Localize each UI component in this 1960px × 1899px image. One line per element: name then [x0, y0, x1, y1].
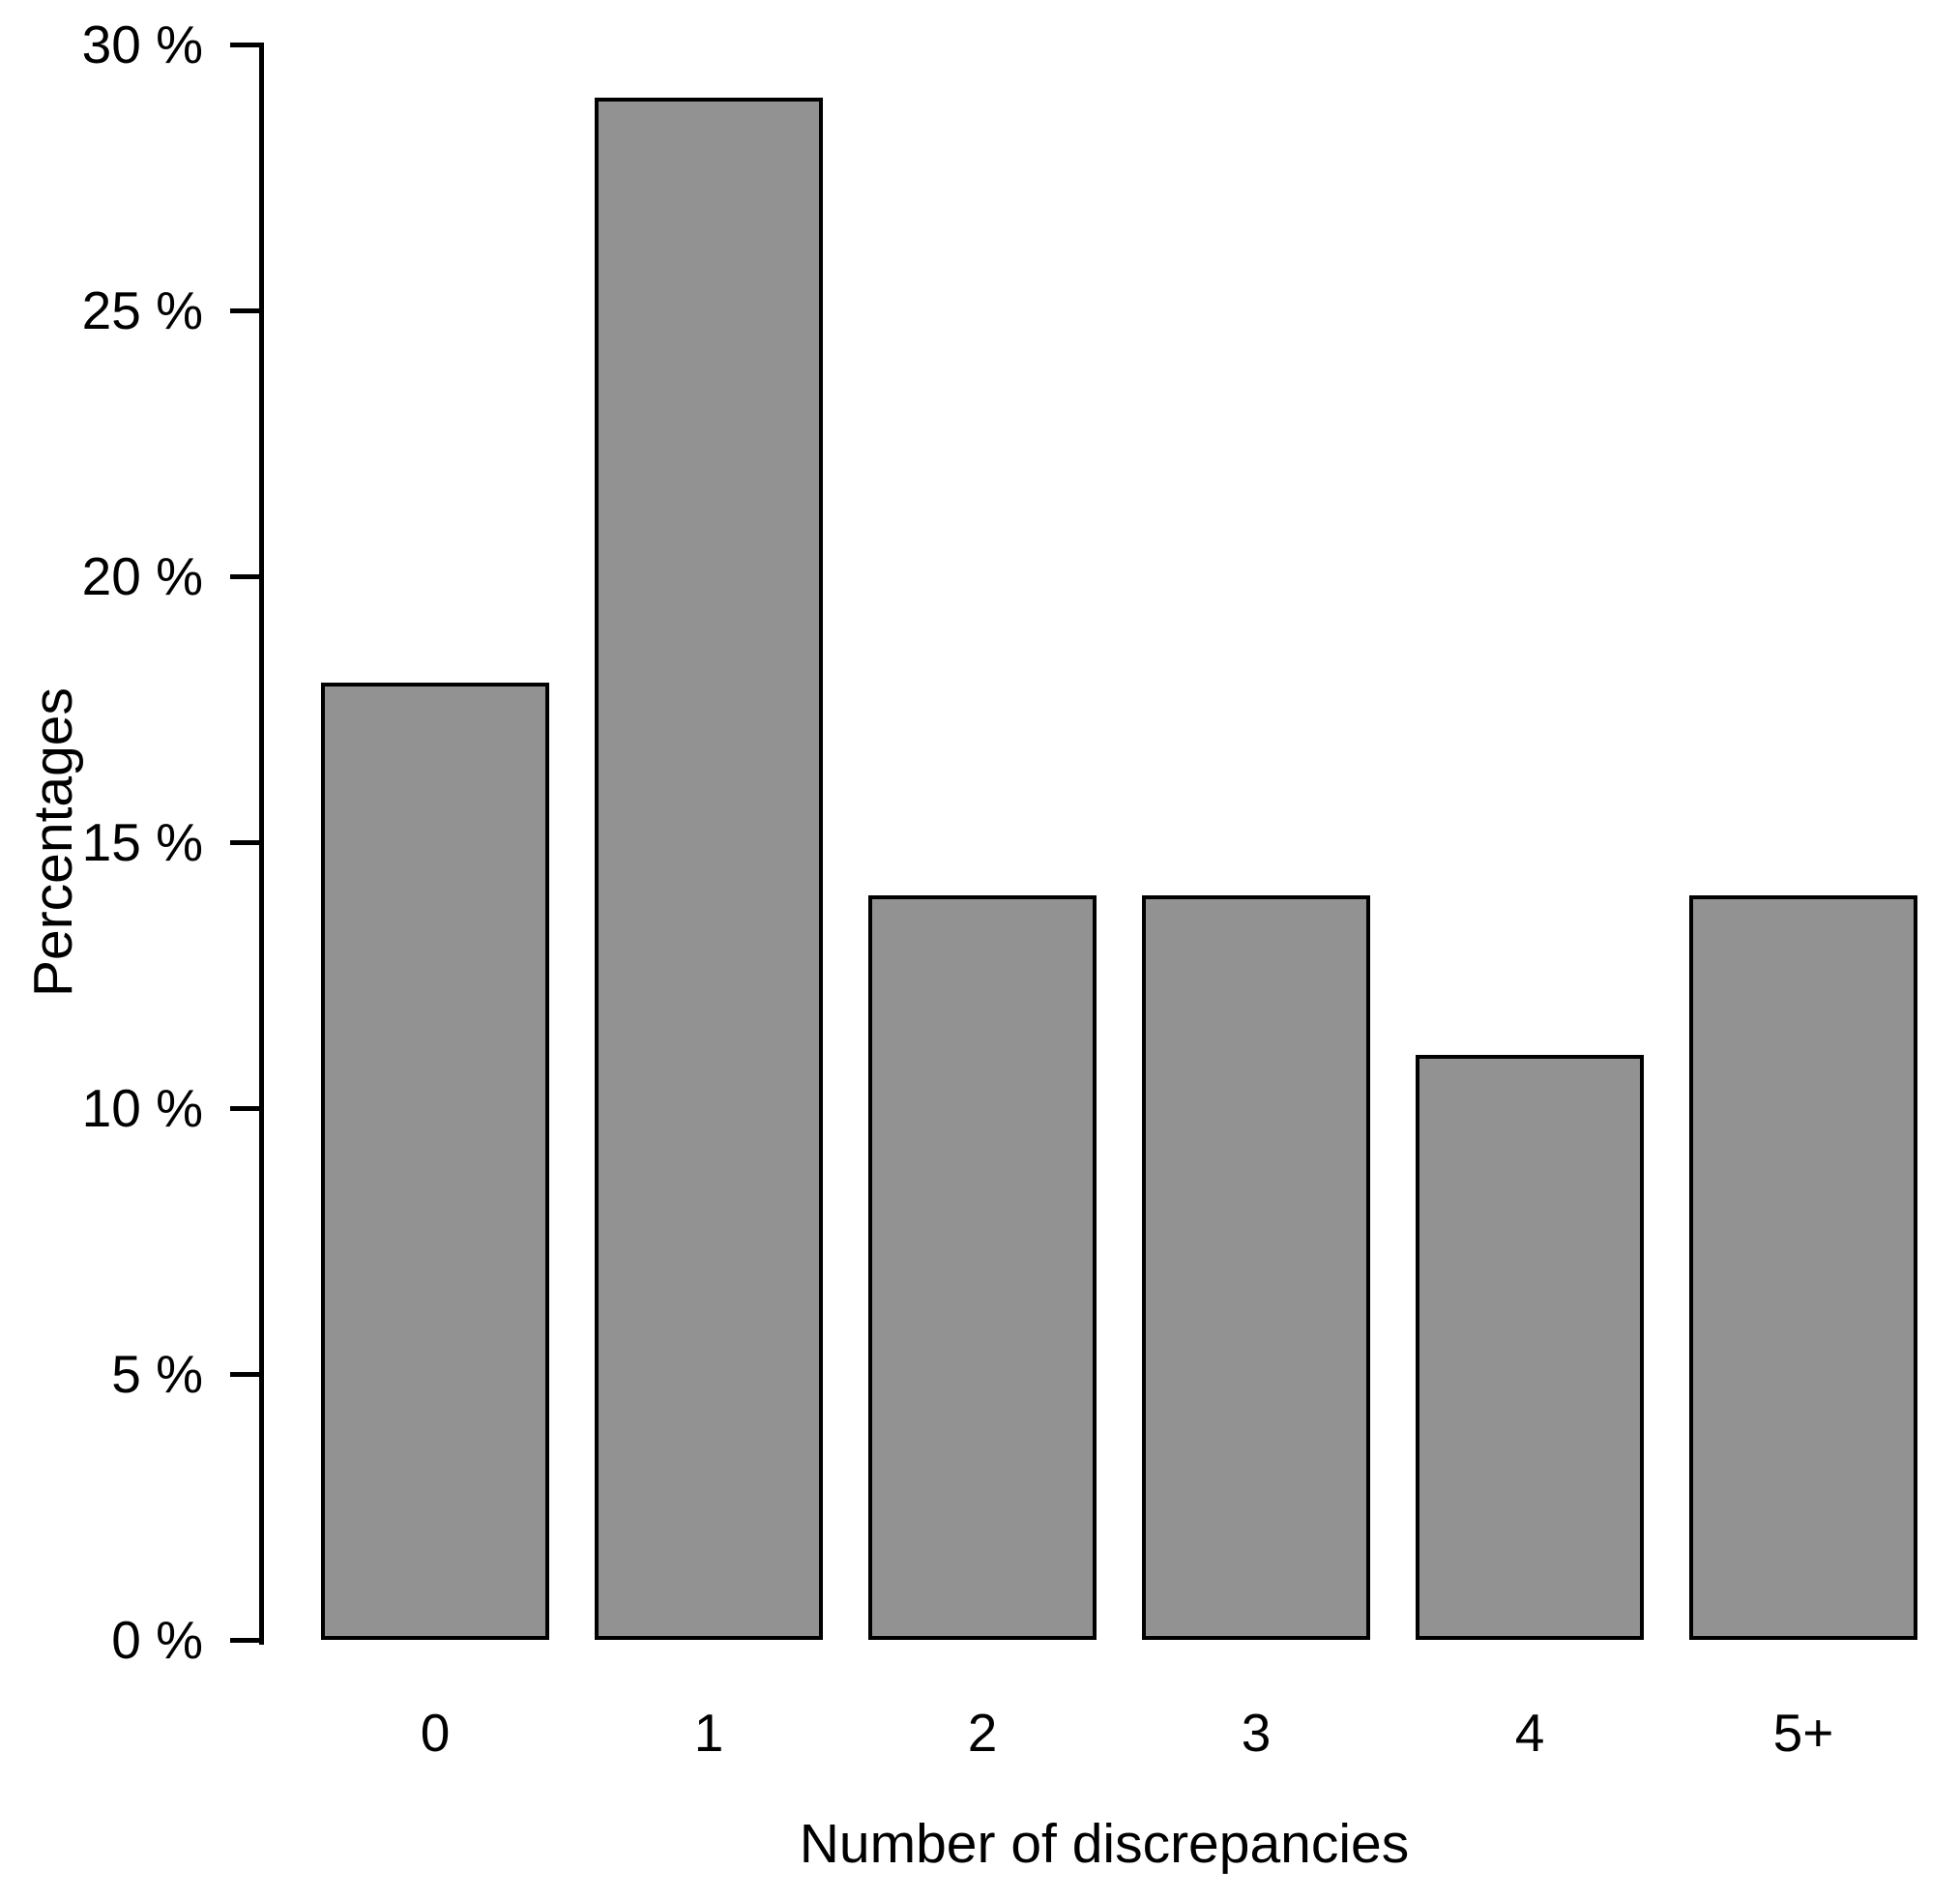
y-axis-title: Percentages	[22, 687, 84, 998]
y-axis-tick	[230, 308, 261, 313]
bar	[595, 98, 823, 1640]
y-axis-line	[259, 43, 264, 1645]
x-category-label: 0	[420, 1703, 451, 1763]
y-axis-tick-label: 20 %	[81, 546, 203, 606]
x-category-label: 2	[967, 1703, 998, 1763]
y-axis-tick	[230, 574, 261, 579]
y-axis-tick-label: 30 %	[81, 15, 203, 74]
bar	[321, 683, 549, 1640]
x-category-label: 3	[1241, 1703, 1272, 1763]
y-axis-tick	[230, 840, 261, 845]
bar	[1689, 895, 1917, 1640]
bar	[1142, 895, 1370, 1640]
x-category-label: 4	[1514, 1703, 1545, 1763]
x-category-label: 1	[693, 1703, 724, 1763]
y-axis-tick-label: 25 %	[81, 280, 203, 340]
y-axis-tick-label: 5 %	[111, 1344, 203, 1404]
y-axis-tick-label: 0 %	[111, 1610, 203, 1670]
y-axis-tick-label: 10 %	[81, 1078, 203, 1138]
bar	[1416, 1055, 1644, 1640]
bar	[868, 895, 1097, 1640]
y-axis-tick	[230, 1638, 261, 1643]
x-axis-title: Number of discrepancies	[799, 1813, 1410, 1875]
x-category-label: 5+	[1772, 1703, 1834, 1763]
y-axis-tick-label: 15 %	[81, 812, 203, 872]
y-axis-tick	[230, 43, 261, 47]
y-axis-tick	[230, 1372, 261, 1377]
y-axis-tick	[230, 1106, 261, 1111]
